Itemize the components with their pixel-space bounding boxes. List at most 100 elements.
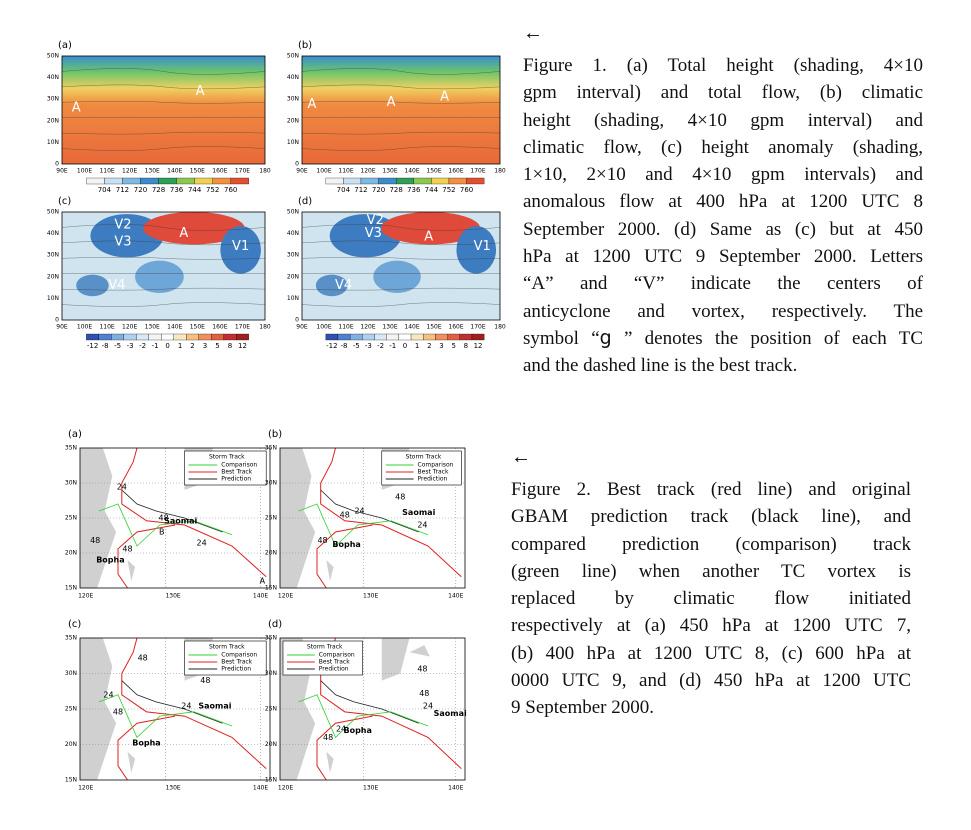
colorbar-label: 736 [170,186,184,194]
colorbar-cell [471,333,485,341]
annotation: 48 [340,511,350,520]
lon-tick-label: 150E [190,168,205,175]
center-letter: V4 [108,278,125,293]
legend-entry: Comparison [221,652,257,659]
lon-tick-label: 100E [316,168,331,175]
streamline [301,68,501,75]
center-letter: A [440,90,449,105]
colorbar-label: 1 [178,342,182,350]
lon-tick-label: 170E [235,168,250,175]
lat-tick-label: 50N [287,53,299,60]
center-letter: V2 [367,213,384,228]
best-track [320,447,462,578]
caption-line: Figure 1. (a) Total height (shading, 4×1… [523,55,923,76]
lat-tick-label: 15N [65,585,77,592]
island [127,560,136,581]
lat-tick-label: 10N [47,139,59,146]
lon-tick-label: 130E [165,593,180,600]
lat-tick-label: 40N [47,230,59,237]
prediction-track [320,680,419,724]
center-letter: A [424,229,433,244]
lon-tick-label: 160E [448,324,463,331]
lat-tick-label: 35N [65,635,77,642]
streamline [301,302,501,307]
lon-tick-label: 150E [190,324,205,331]
colorbar-label: 1 [415,342,419,350]
colorbar-label: 712 [116,186,129,194]
lon-tick-label: 110E [338,324,353,331]
colorbar-label: 720 [372,186,385,194]
legend-entry: Best Track [418,469,449,476]
colorbar-cell [374,333,387,341]
lat-tick-label: 20N [65,741,77,748]
panel-label: (c) [68,619,81,630]
colorbar-label: -1 [389,342,396,350]
streamline [301,287,501,291]
lon-tick-label: 120E [78,785,93,792]
colorbar-cell [413,177,432,185]
colorbar-label: 0 [165,342,169,350]
colorbar-label: -5 [114,342,121,350]
lat-tick-label: 20N [287,273,299,280]
lon-tick-label: 100E [77,168,92,175]
colorbar-label: 744 [188,186,202,194]
center-letter: A [307,97,316,112]
comparison-track [298,694,429,739]
frame [61,211,266,321]
best-track [117,715,176,781]
legend-title: Storm Track [209,644,245,651]
colorbar-label: 704 [337,186,351,194]
colorbar-cell [435,333,448,341]
lat-tick-label: 30N [65,480,77,487]
caption-line: September 2000. (d) Same as (c) but at 4… [523,218,923,240]
lon-tick-label: 100E [77,324,92,331]
shading [456,226,497,274]
lat-tick-label: 50N [47,53,59,60]
panel-label: (a) [68,429,82,440]
lon-tick-label: 120E [122,324,137,331]
lon-tick-label: 170E [235,324,250,331]
legend-entry: Best Track [221,469,252,476]
colorbar-cell [349,333,363,341]
best-track [121,637,267,770]
streamline [61,257,266,260]
arrow: ← [511,446,531,468]
lat-tick-label: 20N [47,117,59,124]
shading [373,260,421,293]
legend-title: Storm Track [209,454,245,461]
lon-tick-label: 160E [448,168,463,175]
colorbar-cell [386,333,400,341]
lat-tick-label: 30N [287,252,299,259]
lon-tick-label: 120E [122,168,137,175]
colorbar-cell [158,177,177,185]
caption-line: climatic flow, (c) height anomaly (shadi… [523,136,923,158]
lat-tick-label: 10N [47,295,59,302]
lat-tick-label: 40N [287,230,299,237]
colorbar-label: 720 [134,186,147,194]
lon-tick-label: 140E [167,168,182,175]
comparison-track [298,503,429,547]
lat-tick-label: 0 [55,317,59,324]
lon-tick-label: 130E [382,168,397,175]
island [326,560,334,581]
streamline [301,240,501,246]
land [381,638,430,681]
annotation: 48 [113,707,123,716]
lon-tick-label: 120E [278,593,293,600]
caption-line: and the dashed line is the best track. [523,355,798,377]
center-letter: A [72,100,81,115]
colorbar-cell [86,333,100,341]
streamline [61,146,266,151]
center-letter: V1 [474,239,491,254]
lon-tick-label: 90E [56,168,68,175]
colorbar-cell [398,333,412,341]
island [127,751,136,773]
lon-tick-label: 180 [494,168,506,175]
lat-tick-label: 25N [65,515,77,522]
lon-tick-label: 140E [448,785,463,792]
lon-tick-label: 90E [296,324,308,331]
frame [279,447,466,589]
lat-tick-label: 50N [287,209,299,216]
lon-tick-label: 90E [56,324,68,331]
